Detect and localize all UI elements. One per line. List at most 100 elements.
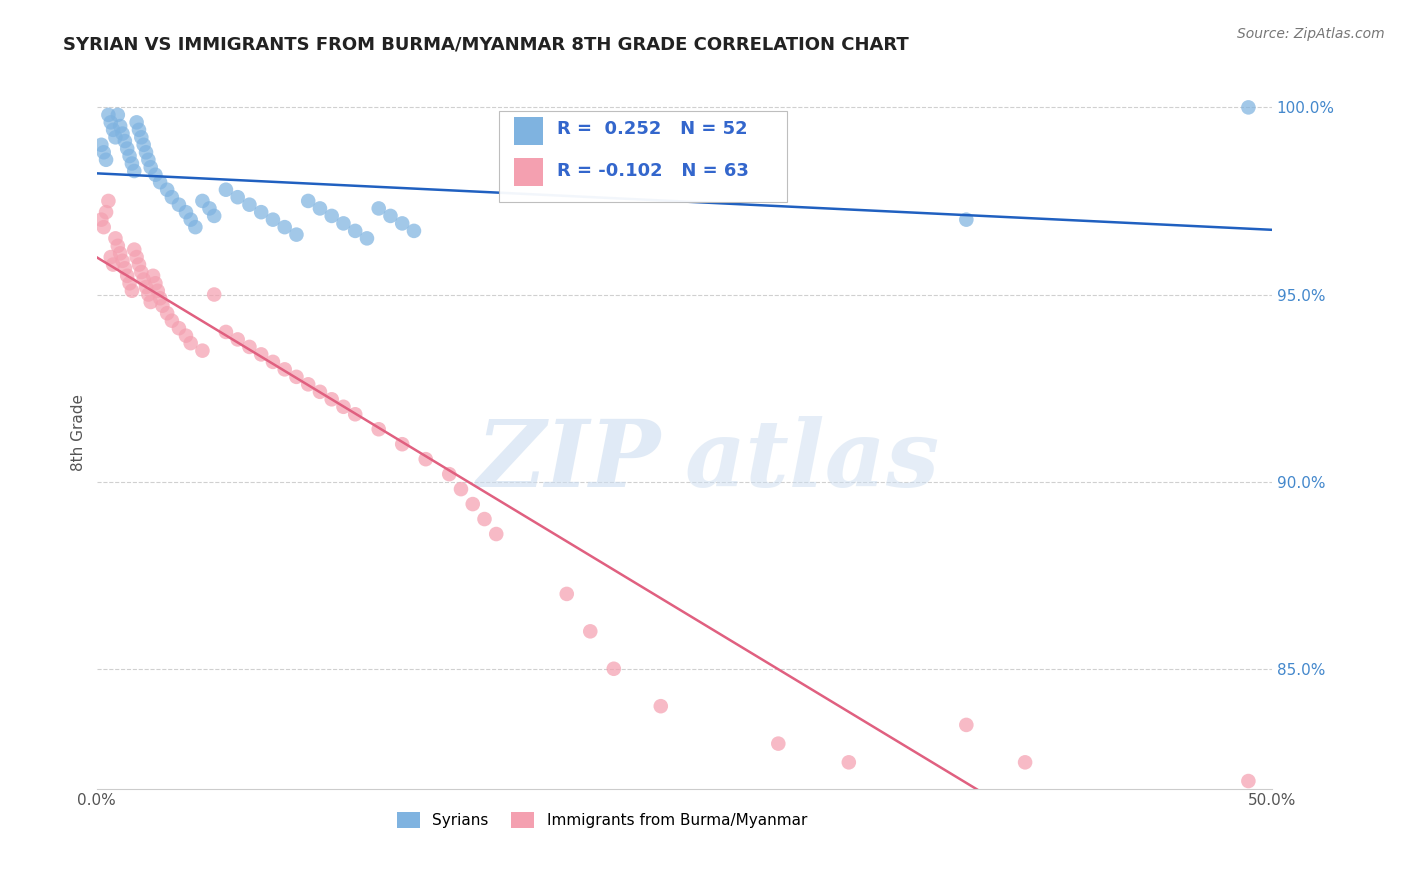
Point xyxy=(321,209,343,223)
Point xyxy=(114,261,136,276)
Point xyxy=(180,336,202,351)
Point xyxy=(121,284,143,298)
FancyBboxPatch shape xyxy=(499,111,786,202)
Point xyxy=(285,227,308,242)
Text: ZIP: ZIP xyxy=(477,417,661,507)
Point xyxy=(94,205,117,219)
Point xyxy=(474,512,496,526)
Point xyxy=(402,224,425,238)
Point xyxy=(115,142,138,156)
Point xyxy=(138,287,160,301)
FancyBboxPatch shape xyxy=(513,158,543,186)
Point xyxy=(238,340,260,354)
Point xyxy=(104,130,127,145)
Text: R =  0.252   N = 52: R = 0.252 N = 52 xyxy=(557,120,748,138)
Point xyxy=(97,108,120,122)
Point xyxy=(955,212,977,227)
Point xyxy=(262,212,284,227)
Point xyxy=(344,224,367,238)
Point xyxy=(135,145,157,160)
Legend: Syrians, Immigrants from Burma/Myanmar: Syrians, Immigrants from Burma/Myanmar xyxy=(391,806,813,834)
Point xyxy=(93,220,115,235)
Point xyxy=(555,587,578,601)
Point xyxy=(118,149,141,163)
Point xyxy=(160,314,183,328)
Y-axis label: 8th Grade: 8th Grade xyxy=(72,394,86,472)
Point xyxy=(128,258,150,272)
Point xyxy=(167,321,190,335)
Point xyxy=(191,343,214,358)
Point xyxy=(94,153,117,167)
Point xyxy=(250,205,273,219)
Point xyxy=(238,197,260,211)
Point xyxy=(273,362,295,376)
Point xyxy=(367,422,389,436)
Point xyxy=(160,190,183,204)
Point xyxy=(139,295,162,310)
Point xyxy=(198,202,221,216)
Point xyxy=(101,123,124,137)
Point xyxy=(131,265,153,279)
Point xyxy=(100,115,122,129)
Point xyxy=(215,325,238,339)
Point xyxy=(309,384,332,399)
Point xyxy=(139,161,162,175)
Point xyxy=(93,145,115,160)
Point xyxy=(104,231,127,245)
Point xyxy=(391,216,413,230)
Point xyxy=(122,164,145,178)
Point xyxy=(391,437,413,451)
Point xyxy=(356,231,378,245)
Point xyxy=(450,482,472,496)
Point xyxy=(262,355,284,369)
Point xyxy=(90,137,112,152)
Point xyxy=(180,212,202,227)
Point xyxy=(146,284,169,298)
Point xyxy=(215,183,238,197)
Point xyxy=(439,467,461,482)
Point xyxy=(114,134,136,148)
Point xyxy=(118,277,141,291)
Point xyxy=(131,130,153,145)
Point xyxy=(273,220,295,235)
Point xyxy=(955,718,977,732)
Point xyxy=(297,194,319,208)
Text: SYRIAN VS IMMIGRANTS FROM BURMA/MYANMAR 8TH GRADE CORRELATION CHART: SYRIAN VS IMMIGRANTS FROM BURMA/MYANMAR … xyxy=(63,36,910,54)
Point xyxy=(838,756,860,770)
Point xyxy=(135,280,157,294)
Point xyxy=(579,624,602,639)
Point xyxy=(226,333,249,347)
Point xyxy=(145,277,167,291)
Point xyxy=(297,377,319,392)
Point xyxy=(768,737,790,751)
Point xyxy=(485,527,508,541)
Point xyxy=(1237,774,1260,789)
Point xyxy=(125,115,148,129)
Point xyxy=(111,253,134,268)
Point xyxy=(149,291,172,305)
Point xyxy=(332,400,354,414)
Point xyxy=(344,407,367,421)
Point xyxy=(145,168,167,182)
Point xyxy=(1237,100,1260,114)
Point xyxy=(142,268,165,283)
Point xyxy=(1014,756,1036,770)
Point xyxy=(125,250,148,264)
Point xyxy=(152,299,174,313)
Point xyxy=(97,194,120,208)
Point xyxy=(167,197,190,211)
Point xyxy=(107,108,129,122)
Point xyxy=(174,205,197,219)
Point xyxy=(128,123,150,137)
Point xyxy=(321,392,343,407)
Point xyxy=(132,137,155,152)
Point xyxy=(122,243,145,257)
Point xyxy=(191,194,214,208)
Text: atlas: atlas xyxy=(685,417,939,507)
Point xyxy=(100,250,122,264)
Point xyxy=(108,119,131,133)
Text: R = -0.102   N = 63: R = -0.102 N = 63 xyxy=(557,161,749,179)
Point xyxy=(107,239,129,253)
Point xyxy=(202,209,225,223)
Point xyxy=(184,220,207,235)
